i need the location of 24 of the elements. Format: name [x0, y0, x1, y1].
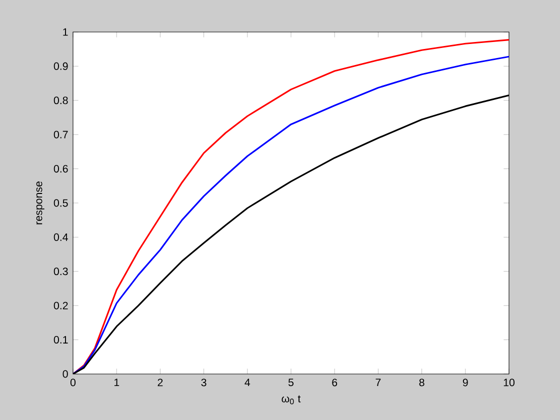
y-tick-label: 0.4 — [54, 233, 68, 241]
y-tick-label: 0.5 — [54, 199, 68, 207]
y-tick-label: 0.1 — [54, 336, 68, 344]
y-tick-label: 0 — [62, 370, 68, 378]
x-tick-label: 8 — [419, 378, 424, 386]
x-tick-label: 1 — [114, 378, 120, 386]
y-tick-label: 0.7 — [54, 130, 68, 138]
x-tick-label: 6 — [332, 378, 338, 386]
x-tick-label: 10 — [504, 378, 515, 386]
y-tick-label: 0.2 — [54, 302, 68, 310]
x-tick-label: 5 — [288, 378, 294, 386]
x-axis-title: ω$_{0}$ t — [282, 395, 301, 404]
y-tick-label: 0.9 — [54, 62, 68, 70]
y-tick-label: 0.8 — [54, 96, 68, 104]
x-tick-label: 0 — [70, 378, 76, 386]
x-tick-label: 2 — [158, 378, 163, 386]
x-tick-label: 7 — [376, 378, 381, 386]
y-axis-title: response — [36, 182, 44, 224]
y-tick-label: 0.6 — [54, 165, 68, 173]
y-tick-label: 1 — [63, 28, 68, 36]
y-tick-label: 0.3 — [54, 268, 68, 276]
x-tick-label: 4 — [244, 378, 250, 386]
x-tick-label: 9 — [462, 378, 468, 386]
x-tick-label: 3 — [201, 378, 206, 386]
